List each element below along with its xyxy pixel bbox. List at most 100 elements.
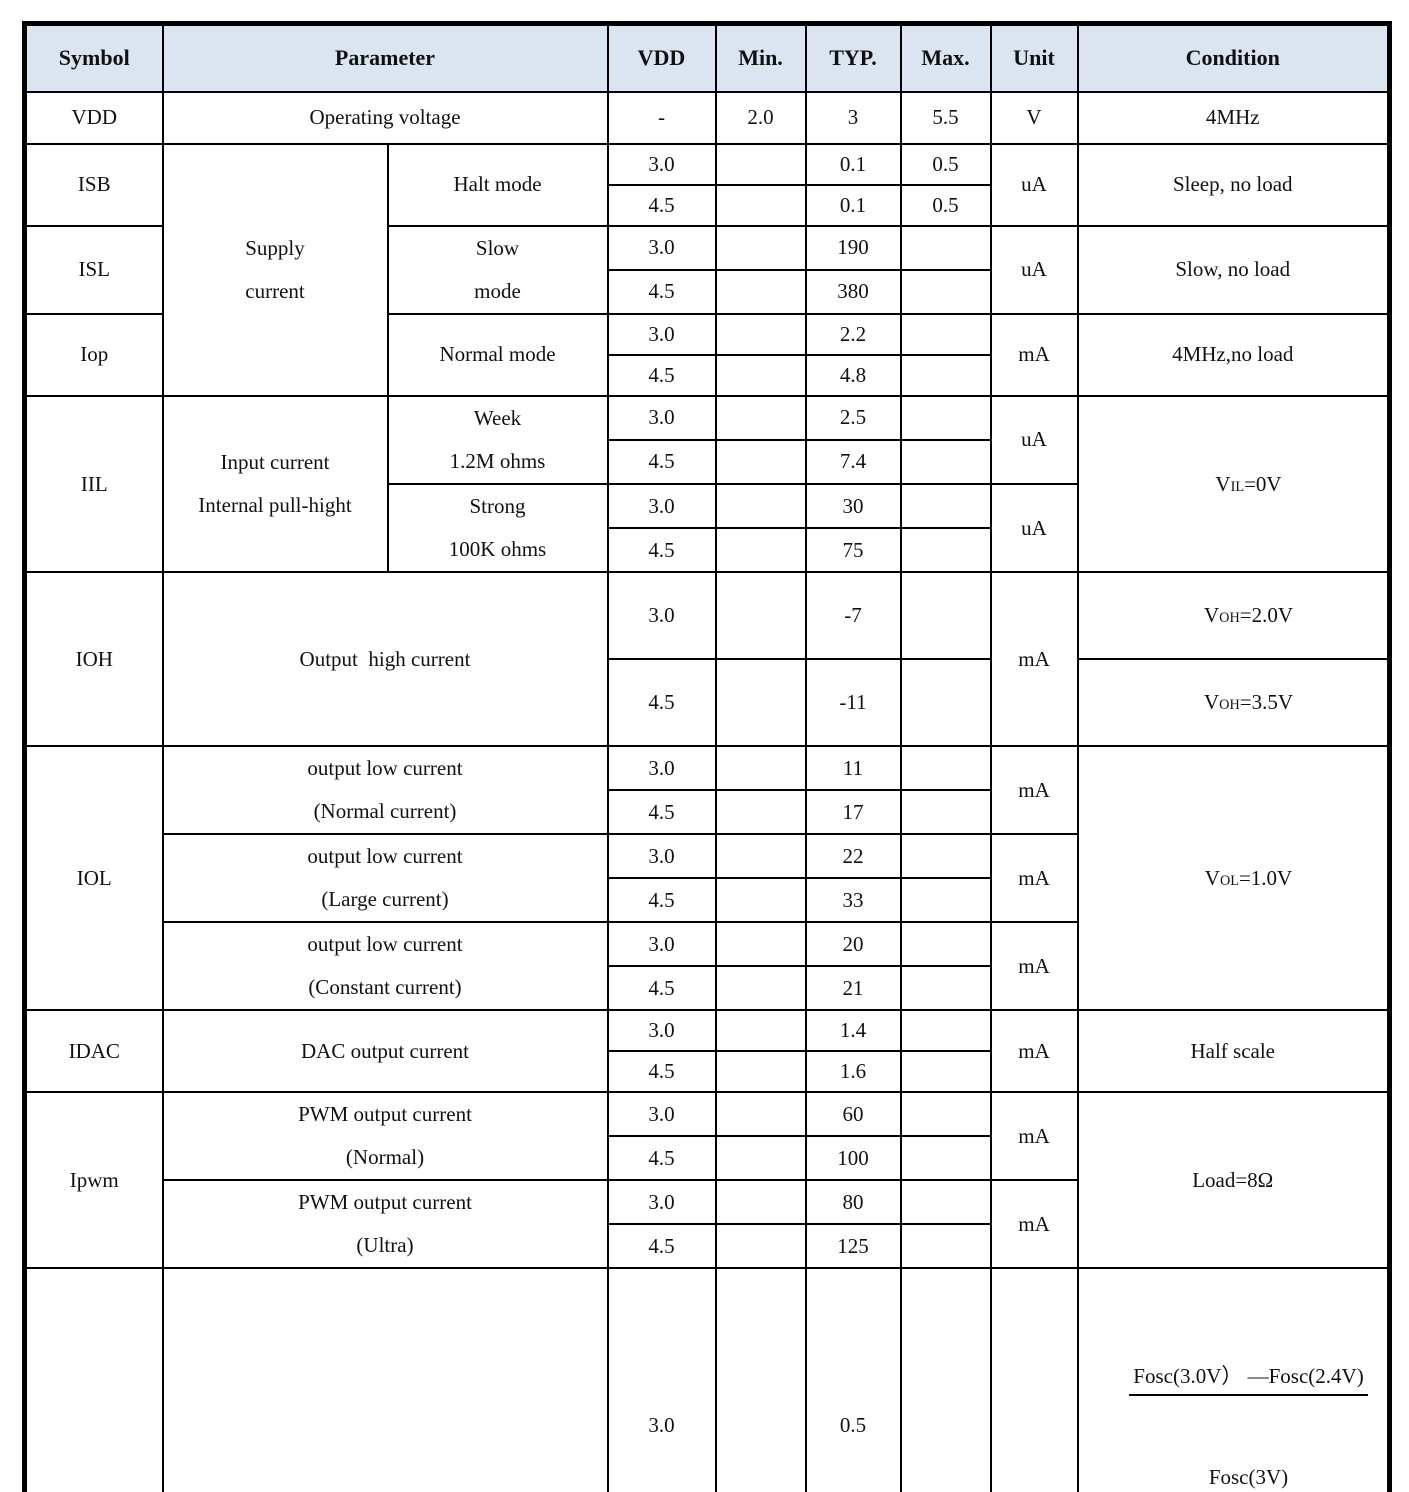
fraction: Fosc(3.0V） —Fosc(2.4V) Fosc(3V) [1129,1298,1368,1492]
table-row: output low current (Constant current) 3.… [25,921,1390,1012]
unit-cell: uA [989,142,1079,227]
mode-cell: Halt mode [386,142,609,227]
typ-cell: 75 [804,526,902,573]
param-cell: output low current (Normal current) [161,744,609,835]
max-cell: 5.5 [899,90,992,145]
condition-text: VOH=3.5V [1203,690,1294,715]
symbol-cell: Iop [23,312,164,397]
vdd-cell: 3.0 [606,1009,717,1053]
param-cell: DAC output current [161,1009,609,1094]
vdd-cell: 3.0 [606,224,717,271]
param-cell: output low current (Large current) [161,832,609,924]
typ-cell: 33 [804,876,902,924]
mode-cell: Week 1.2M ohms [386,394,609,485]
typ-cell: 3 [804,90,902,145]
unit-cell: mA [989,1009,1079,1094]
table-row: 4.5 380 [25,268,1390,315]
col-header-max: Max. [899,22,992,93]
symbol-cell: IOH [23,570,164,747]
col-header-symbol: Symbol [23,22,164,93]
min-cell [714,526,807,573]
min-cell [714,1267,807,1492]
table-row: 4.5 21 [25,965,1390,1012]
condition-cell: Load=8Ω [1076,1091,1391,1270]
table-row: 4.5 4.8 [25,353,1390,397]
param-cell: PWM output current (Ultra) [161,1179,609,1270]
max-cell [899,1223,992,1270]
mode-cell: Normal mode [386,312,609,397]
min-cell [714,788,807,835]
fraction-denominator: Fosc(3V) [1208,1464,1289,1489]
symbol-cell: ISB [23,142,164,227]
symbol-cell: IDAC [23,1009,164,1094]
table-row: ISL Slow mode 3.0 190 uA Slow, no load [23,224,1391,315]
typ-cell: 7.4 [804,438,902,485]
max-cell [899,1050,992,1094]
vdd-cell: 3.0 [606,482,717,529]
max-cell [899,744,992,791]
table-row: 4.5 17 [25,788,1390,835]
max-cell [899,394,992,441]
table-row: Iop Normal mode 3.0 2.2 mA 4MHz,no load [23,312,1391,397]
unit-cell: uA [989,224,1079,315]
col-header-condition: Condition [1076,22,1391,93]
table-row: Ipwm PWM output current (Normal) 3.0 60 … [23,1091,1391,1270]
min-cell [714,394,807,441]
condition-cell: VOH=3.5V [1076,657,1391,747]
condition-cell: Slow, no load [1076,224,1391,315]
max-cell [899,224,992,271]
condition-cell: 4MHz,no load [1076,312,1391,397]
min-cell [714,142,807,186]
typ-cell: 0.5 [804,1267,902,1492]
max-cell [899,1267,992,1492]
min-cell [714,353,807,397]
min-cell [714,1050,807,1094]
symbol-cell: IOL [23,744,164,1012]
typ-cell: 190 [804,224,902,271]
condition-text: VOL=1.0V [1204,865,1293,890]
vdd-cell: 3.0 [606,1091,717,1138]
typ-cell: 17 [804,788,902,835]
typ-cell: 60 [804,1091,902,1138]
symbol-cell: Ipwm [23,1091,164,1270]
max-cell: 0.5 [899,183,992,227]
vdd-cell: 4.5 [606,1050,717,1094]
vdd-cell: 4.5 [606,1135,717,1182]
vdd-cell: 4.5 [606,438,717,485]
mode-cell: Strong 100K ohms [386,482,609,573]
unit-cell: uA [989,482,1079,573]
typ-cell: 80 [804,1179,902,1226]
param-cell: Frequency deviation by voltage drop [161,1267,609,1492]
unit-cell: mA [989,744,1079,835]
vdd-cell: 3.0 [606,1179,717,1226]
fraction-numerator: Fosc(3.0V） —Fosc(2.4V) [1129,1359,1368,1396]
typ-cell: 22 [804,832,902,879]
unit-cell: mA [989,1179,1079,1270]
vdd-cell: 4.5 [606,1223,717,1270]
max-cell: 0.5 [899,142,992,186]
max-cell [899,1009,992,1053]
typ-cell: -11 [804,657,902,747]
vdd-cell: 4.5 [606,965,717,1012]
typ-cell: 4.8 [804,353,902,397]
condition-text: VIL=0V [1215,471,1282,496]
max-cell [899,482,992,529]
unit-cell: mA [989,921,1079,1012]
min-cell [714,744,807,791]
table-row: 4.5 7.4 [25,438,1390,485]
table-row: PWM output current (Ultra) 3.0 80 mA [25,1179,1390,1270]
max-cell [899,921,992,968]
vdd-cell: 4.5 [606,876,717,924]
col-header-parameter: Parameter [161,22,609,93]
table-row: output low current (Large current) 3.0 2… [25,832,1390,924]
min-cell [714,183,807,227]
max-cell [899,570,992,660]
max-cell [899,438,992,485]
min-cell [714,1135,807,1182]
min-cell [714,482,807,529]
param-cell: Input current Internal pull-hight [161,394,389,573]
table-row: 4.5 1.6 [25,1050,1390,1094]
typ-cell: 1.6 [804,1050,902,1094]
table-row: 4.5 -11 VOH=3.5V [25,657,1391,747]
max-cell [899,1179,992,1226]
